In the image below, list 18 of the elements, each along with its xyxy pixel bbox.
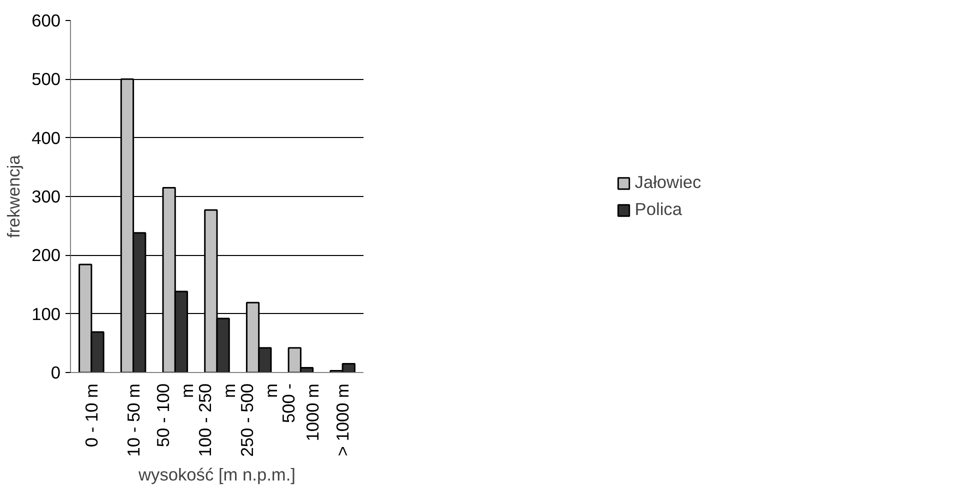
y-axis-title: frekwencja [4,154,24,238]
x-tick-label: 10 - 50 m [123,383,144,457]
x-axis-title: wysokość [m n.p.m.] [138,464,296,485]
y-tick-label: 400 [32,128,61,148]
x-tick-label: > 1000 m [332,383,353,456]
x-tick-label: 250 - 500 m [236,383,281,457]
x-tick-label: 0 - 10 m [81,383,102,448]
x-tick-label: 50 - 100 m [153,383,198,448]
y-tick-label: 200 [32,245,61,266]
x-tick-label: 100 - 250 m [195,383,239,457]
y-tick-label: 100 [32,304,61,324]
x-tick-label: 500 - 1000 m [278,383,323,442]
y-tick-label: 0 [50,362,61,382]
legend-label: Jałowiec [634,172,702,193]
y-tick-label: 500 [32,69,61,90]
legend-label: Polica [634,199,682,220]
y-tick-label: 300 [32,186,61,206]
y-tick-label: 600 [32,10,61,30]
